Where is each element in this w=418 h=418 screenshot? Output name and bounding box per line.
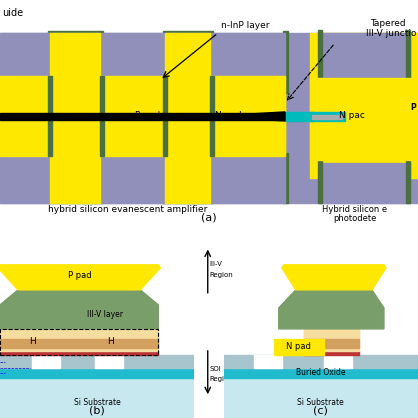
Bar xyxy=(304,329,359,339)
Bar xyxy=(210,76,214,156)
Bar xyxy=(254,355,282,368)
Bar xyxy=(48,153,100,201)
Text: N pad: N pad xyxy=(215,112,241,120)
Text: Tapered: Tapered xyxy=(370,19,405,28)
Bar xyxy=(48,33,100,93)
Bar xyxy=(310,112,345,121)
Bar xyxy=(304,339,359,348)
Bar xyxy=(95,355,123,368)
Bar xyxy=(100,33,165,91)
Bar xyxy=(163,153,213,203)
Bar xyxy=(0,378,194,418)
Bar xyxy=(304,329,359,351)
Bar xyxy=(0,339,158,348)
Bar xyxy=(224,368,418,378)
Text: hybrid silicon evanescent amplifier: hybrid silicon evanescent amplifier xyxy=(48,205,208,214)
Bar xyxy=(320,33,410,83)
Text: (a): (a) xyxy=(201,213,217,223)
Text: H: H xyxy=(29,337,36,347)
Bar xyxy=(0,329,158,351)
Text: (c): (c) xyxy=(314,406,328,416)
Polygon shape xyxy=(282,265,386,290)
Text: Si Substrate: Si Substrate xyxy=(298,398,344,408)
Bar xyxy=(283,31,288,93)
Bar xyxy=(48,31,103,93)
Text: photodete: photodete xyxy=(333,214,377,223)
Bar xyxy=(100,145,165,203)
Bar xyxy=(0,329,158,339)
Bar xyxy=(224,378,418,418)
Circle shape xyxy=(406,101,418,115)
Bar xyxy=(0,33,418,203)
Bar xyxy=(163,33,211,93)
Bar xyxy=(224,355,418,368)
Bar xyxy=(406,153,410,203)
Text: P pad: P pad xyxy=(68,271,92,280)
Text: P pad: P pad xyxy=(135,112,161,120)
Bar xyxy=(0,33,50,91)
Text: n-InP layer: n-InP layer xyxy=(221,21,269,30)
Bar xyxy=(0,355,194,368)
Bar xyxy=(274,339,324,355)
Bar xyxy=(283,153,288,203)
Text: III-V: III-V xyxy=(210,261,223,268)
Bar xyxy=(163,76,167,156)
Bar xyxy=(0,76,285,156)
Text: (b): (b) xyxy=(89,406,105,416)
Bar xyxy=(163,153,211,201)
Bar xyxy=(165,33,210,91)
Bar xyxy=(210,33,285,91)
Bar xyxy=(50,155,100,203)
Polygon shape xyxy=(0,290,158,329)
Bar xyxy=(312,115,342,119)
Bar xyxy=(324,355,352,368)
Text: H: H xyxy=(107,337,114,347)
Bar xyxy=(48,76,52,156)
Text: Hybrid silicon e: Hybrid silicon e xyxy=(322,205,387,214)
Bar xyxy=(165,155,210,203)
Text: uide: uide xyxy=(2,8,23,18)
Bar xyxy=(163,31,213,93)
Text: SOI: SOI xyxy=(210,366,222,372)
Text: Si Substrate: Si Substrate xyxy=(74,398,120,408)
Bar xyxy=(318,30,322,85)
Bar xyxy=(310,78,418,160)
Bar xyxy=(32,355,60,368)
Bar xyxy=(50,33,100,91)
Polygon shape xyxy=(279,290,384,329)
Text: Buried Oxide: Buried Oxide xyxy=(296,368,346,377)
Bar xyxy=(0,351,158,355)
Text: P: P xyxy=(410,103,416,112)
Text: III-V junctio: III-V junctio xyxy=(366,29,416,38)
Bar xyxy=(320,163,410,203)
Bar xyxy=(100,76,104,156)
Text: Region: Region xyxy=(210,376,234,382)
Bar xyxy=(0,113,285,120)
Bar xyxy=(318,153,322,203)
Bar xyxy=(0,145,50,203)
Text: Region: Region xyxy=(210,272,234,278)
Text: III-V layer: III-V layer xyxy=(87,311,123,319)
Bar xyxy=(210,145,285,203)
Bar xyxy=(0,76,285,156)
Text: N pac: N pac xyxy=(339,112,365,120)
Polygon shape xyxy=(200,112,285,121)
Bar xyxy=(406,30,410,85)
Polygon shape xyxy=(0,265,161,290)
Bar xyxy=(48,153,103,203)
Bar xyxy=(285,112,313,121)
Text: N pad: N pad xyxy=(286,342,311,352)
Bar xyxy=(310,33,418,178)
Bar xyxy=(0,368,194,378)
Bar xyxy=(0,329,158,355)
Bar xyxy=(304,351,359,355)
